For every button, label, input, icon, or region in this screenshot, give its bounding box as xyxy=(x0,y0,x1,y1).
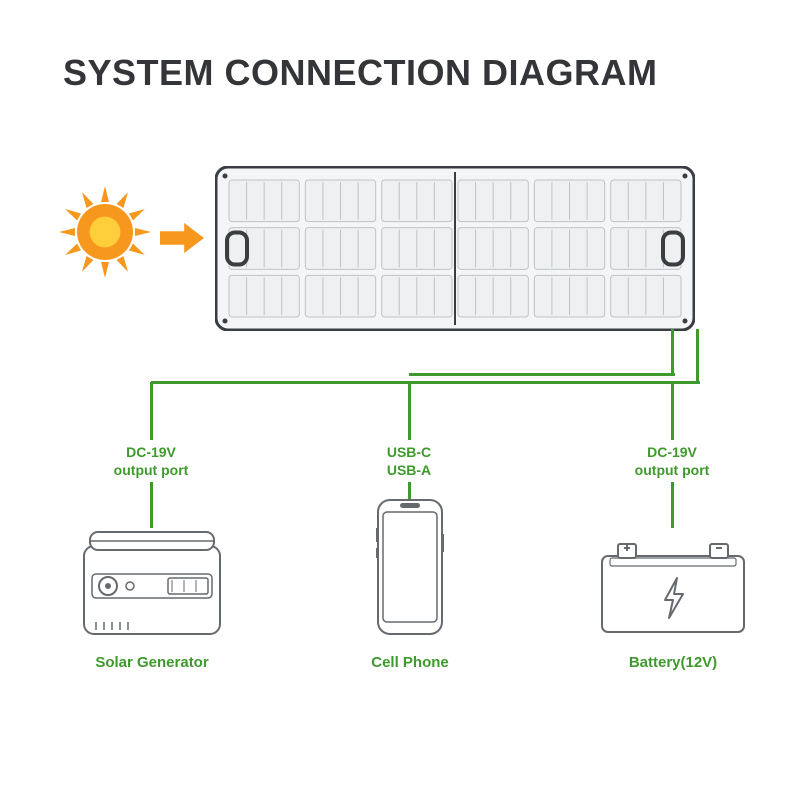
port-label-mid: USB-CUSB-A xyxy=(349,444,469,479)
wire xyxy=(696,329,699,382)
solar-generator-icon xyxy=(82,528,222,636)
battery-label: Battery(12V) xyxy=(603,654,743,671)
solar-panel xyxy=(215,166,695,331)
wire xyxy=(671,382,674,440)
arrow-icon xyxy=(158,218,212,258)
page-title: SYSTEM CONNECTION DIAGRAM xyxy=(63,52,658,94)
port-label-left: DC-19Voutput port xyxy=(91,444,211,479)
battery-icon xyxy=(600,540,746,634)
wire xyxy=(151,381,700,384)
wire xyxy=(150,482,153,528)
sun-icon xyxy=(55,182,155,282)
wire xyxy=(409,373,675,376)
wire xyxy=(408,382,411,440)
diagram-stage: SYSTEM CONNECTION DIAGRAM DC-19Voutput po… xyxy=(0,0,800,800)
port-label-right: DC-19Voutput port xyxy=(612,444,732,479)
cell-phone-label: Cell Phone xyxy=(350,654,470,671)
wire xyxy=(150,382,153,440)
wire xyxy=(671,329,674,374)
cell-phone-icon xyxy=(376,498,444,636)
solar-generator-label: Solar Generator xyxy=(72,654,232,671)
wire xyxy=(671,482,674,528)
